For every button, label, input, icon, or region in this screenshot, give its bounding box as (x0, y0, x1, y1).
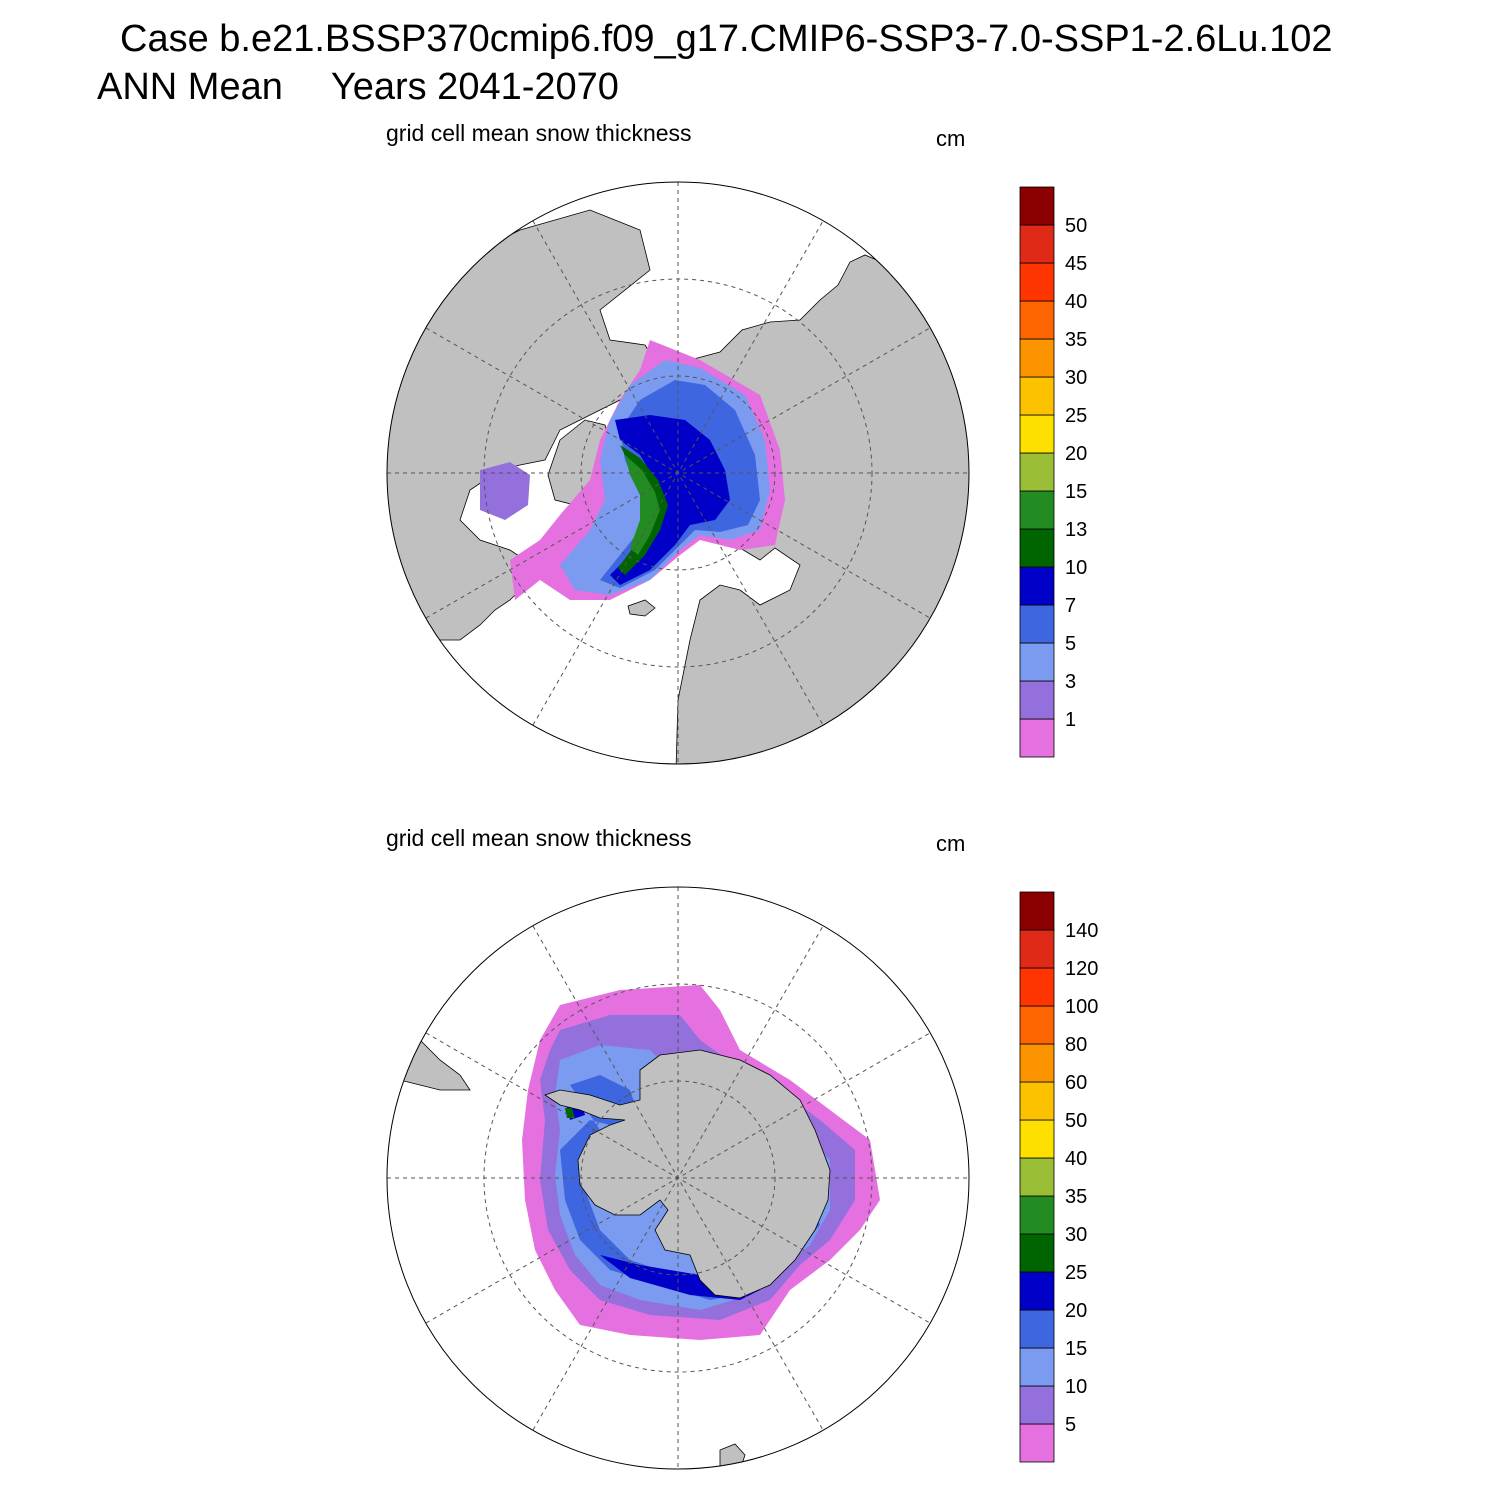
nh-colorbar-box-10 (1019, 338, 1055, 378)
nh-colorbar-box-12 (1019, 262, 1055, 302)
nh-colorbar-box-3 (1019, 604, 1055, 644)
nh-snow-band-4 (610, 415, 730, 585)
nh-colorbar-box-11 (1019, 300, 1055, 340)
sh-units-label: cm (936, 831, 966, 856)
nh-colorbar-label-5: 13 (1065, 519, 1087, 541)
sh-colorbar-box-12 (1019, 967, 1055, 1007)
sh-graticule (387, 887, 969, 1469)
sh-snow-band-5 (565, 1108, 575, 1118)
nh-colorbar-box-1 (1019, 680, 1055, 720)
nh-colorbar-label-0: 1 (1065, 709, 1076, 731)
sh-colorbar-box-8 (1019, 1119, 1055, 1159)
sh-colorbar-box-1 (1019, 1385, 1055, 1425)
sh-colorbar-label-0: 5 (1065, 1414, 1076, 1436)
sh-colorbar-box-9 (1019, 1081, 1055, 1121)
nh-panel-title: grid cell mean snow thickness (386, 120, 692, 146)
season-label: ANN Mean (97, 66, 283, 108)
sh-colorbar-label-8: 50 (1065, 1110, 1087, 1132)
nh-colorbar-label-2: 5 (1065, 633, 1076, 655)
nh-snow-band-6 (625, 455, 660, 555)
sh-colorbar-label-6: 35 (1065, 1186, 1087, 1208)
nh-polar-map (386, 181, 970, 765)
nh-colorbar-box-8 (1019, 414, 1055, 454)
nh-colorbar-label-11: 40 (1065, 291, 1087, 313)
nh-colorbar-box-0 (1019, 718, 1055, 758)
nh-colorbar-label-8: 25 (1065, 405, 1087, 427)
nh-colorbar-label-3: 7 (1065, 595, 1076, 617)
sh-colorbar-box-2 (1019, 1347, 1055, 1387)
sh-map-border (386, 886, 970, 1470)
nh-snow-band-1 (480, 462, 530, 520)
season-title: ANN Mean Years 2041-2070 (97, 66, 619, 109)
sh-colorbar-label-13: 140 (1065, 920, 1098, 942)
sh-colorbar-label-7: 40 (1065, 1148, 1087, 1170)
nh-land-iceland (627, 599, 656, 617)
sh-colorbar-label-1: 10 (1065, 1376, 1087, 1398)
nh-snow-band-5 (618, 445, 668, 575)
nh-colorbar-label-13: 50 (1065, 215, 1087, 237)
nh-colorbar-box-5 (1019, 528, 1055, 568)
sh-colorbar: 5 10 15 20 25 30 35 40 50 60 80 100 120 140 (1019, 891, 1098, 1463)
nh-colorbar-box-7 (1019, 452, 1055, 492)
nh-colorbar-box-9 (1019, 376, 1055, 416)
nh-colorbar-label-9: 30 (1065, 367, 1087, 389)
sh-colorbar-box-14 (1019, 891, 1055, 931)
sh-colorbar-label-4: 25 (1065, 1262, 1087, 1284)
case-title: Case b.e21.BSSP370cmip6.f09_g17.CMIP6-SS… (120, 18, 1333, 60)
sh-colorbar-box-3 (1019, 1309, 1055, 1349)
nh-units-label: cm (936, 126, 966, 151)
nh-meridian-120 (532, 220, 824, 726)
nh-colorbar-box-6 (1019, 490, 1055, 530)
sh-colorbar-box-6 (1019, 1195, 1055, 1235)
sh-colorbar-box-4 (1019, 1271, 1055, 1311)
sh-colorbar-label-12: 120 (1065, 958, 1098, 980)
nh-colorbar-label-10: 35 (1065, 329, 1087, 351)
sh-colorbar-label-2: 15 (1065, 1338, 1087, 1360)
years-label: Years 2041-2070 (330, 66, 619, 108)
nh-colorbar-label-7: 20 (1065, 443, 1087, 465)
nh-graticule (387, 182, 969, 764)
sh-land-antarctica (544, 1049, 831, 1299)
sh-colorbar-box-13 (1019, 929, 1055, 969)
nh-colorbar-box-13 (1019, 224, 1055, 264)
sh-colorbar-box-10 (1019, 1043, 1055, 1083)
sh-colorbar-box-5 (1019, 1233, 1055, 1273)
sh-colorbar-label-11: 100 (1065, 996, 1098, 1018)
nh-colorbar-box-4 (1019, 566, 1055, 606)
sh-polar-map (386, 886, 970, 1470)
nh-snow-field (480, 340, 785, 600)
sh-meridian-120 (532, 925, 824, 1431)
sh-panel-title: grid cell mean snow thickness (386, 825, 692, 851)
nh-colorbar-label-6: 15 (1065, 481, 1087, 503)
nh-colorbar-label-12: 45 (1065, 253, 1087, 275)
sh-colorbar-label-9: 60 (1065, 1072, 1087, 1094)
sh-colorbar-box-7 (1019, 1157, 1055, 1197)
sh-colorbar-label-10: 80 (1065, 1034, 1087, 1056)
nh-map-border (386, 181, 970, 765)
sh-colorbar-label-3: 20 (1065, 1300, 1087, 1322)
sh-colorbar-box-11 (1019, 1005, 1055, 1045)
nh-colorbar-label-1: 3 (1065, 671, 1076, 693)
sh-colorbar-label-5: 30 (1065, 1224, 1087, 1246)
nh-colorbar-label-4: 10 (1065, 557, 1087, 579)
nh-colorbar-box-2 (1019, 642, 1055, 682)
sh-colorbar-box-0 (1019, 1423, 1055, 1463)
nh-colorbar-box-14 (1019, 186, 1055, 226)
